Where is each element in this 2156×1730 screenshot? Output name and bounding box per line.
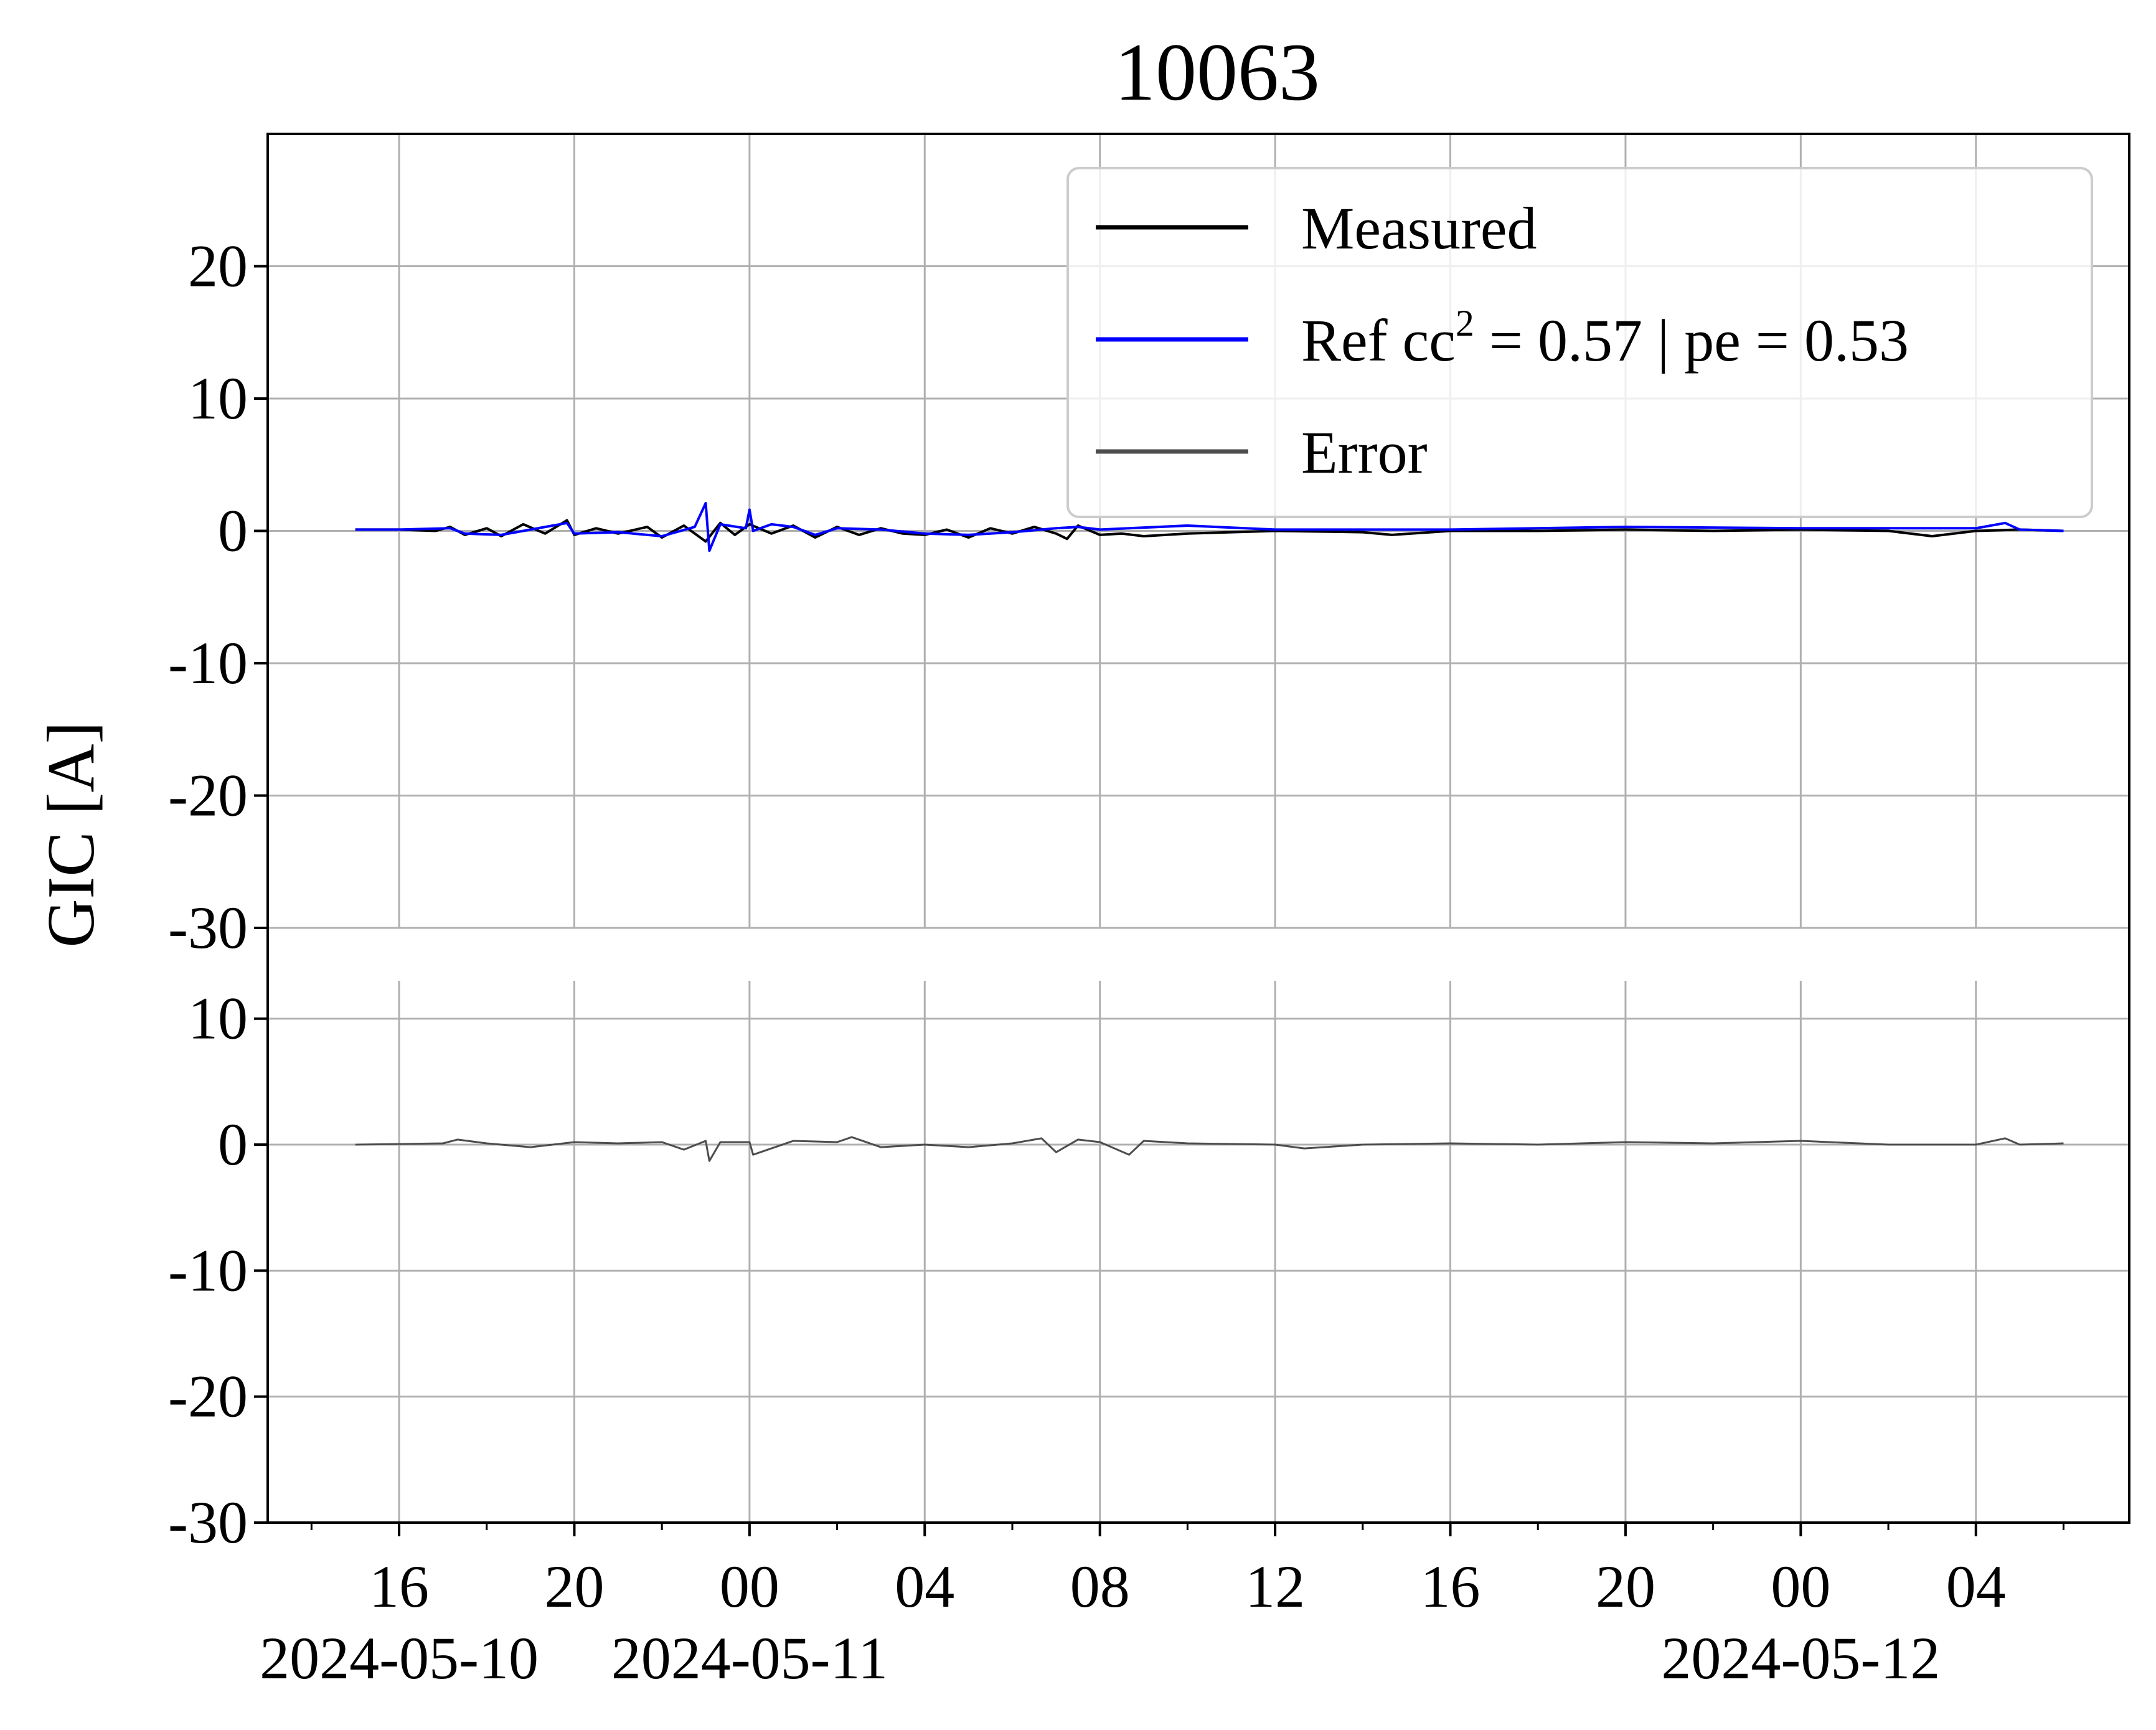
legend: Measured Ref cc2 = 0.57 | pe = 0.53 Error	[1066, 167, 2093, 518]
y-tick-label: -30	[168, 894, 248, 961]
legend-box	[1066, 167, 2093, 518]
x-date-label: 2024-05-12	[1661, 1625, 1940, 1691]
plot-series	[355, 501, 2064, 1162]
axes: 20100-10-20-30100-10-20-30162024-05-1020…	[168, 133, 2130, 1691]
y-axis-label: GIC [A]	[34, 722, 108, 948]
x-tick-label: 00	[720, 1553, 779, 1620]
x-date-label: 2024-05-11	[611, 1625, 888, 1691]
legend-label: Measured	[1301, 195, 1537, 262]
y-tick-label: 0	[218, 1111, 248, 1178]
x-date-label: 2024-05-10	[260, 1625, 539, 1691]
x-tick-label: 20	[1596, 1553, 1655, 1620]
x-tick-label: 04	[895, 1553, 954, 1620]
series-line-error	[355, 1136, 2064, 1162]
x-tick-label: 00	[1771, 1553, 1830, 1620]
x-tick-label: 16	[369, 1553, 429, 1620]
grid-lines	[268, 134, 2129, 1524]
y-tick-label: 20	[188, 233, 248, 300]
legend-label: Error	[1301, 419, 1428, 486]
x-tick-label: 04	[1946, 1553, 2006, 1620]
y-tick-label: -20	[168, 762, 248, 829]
y-tick-label: -10	[168, 1237, 248, 1303]
y-tick-label: 10	[188, 985, 248, 1052]
x-tick-label: 20	[544, 1553, 604, 1620]
y-tick-label: -30	[168, 1489, 248, 1556]
axes-frame	[266, 133, 2130, 1524]
y-tick-label: 10	[188, 365, 248, 432]
chart-title: 10063	[1114, 26, 1320, 118]
x-tick-label: 08	[1070, 1553, 1130, 1620]
x-tick-label: 16	[1421, 1553, 1480, 1620]
y-tick-label: -10	[168, 630, 248, 696]
y-tick-label: -20	[168, 1363, 248, 1430]
y-tick-label: 0	[218, 498, 248, 564]
series-line-ref	[355, 501, 2064, 552]
legend-label: Ref cc2 = 0.57 | pe = 0.53	[1301, 303, 1909, 374]
x-tick-label: 12	[1245, 1553, 1305, 1620]
